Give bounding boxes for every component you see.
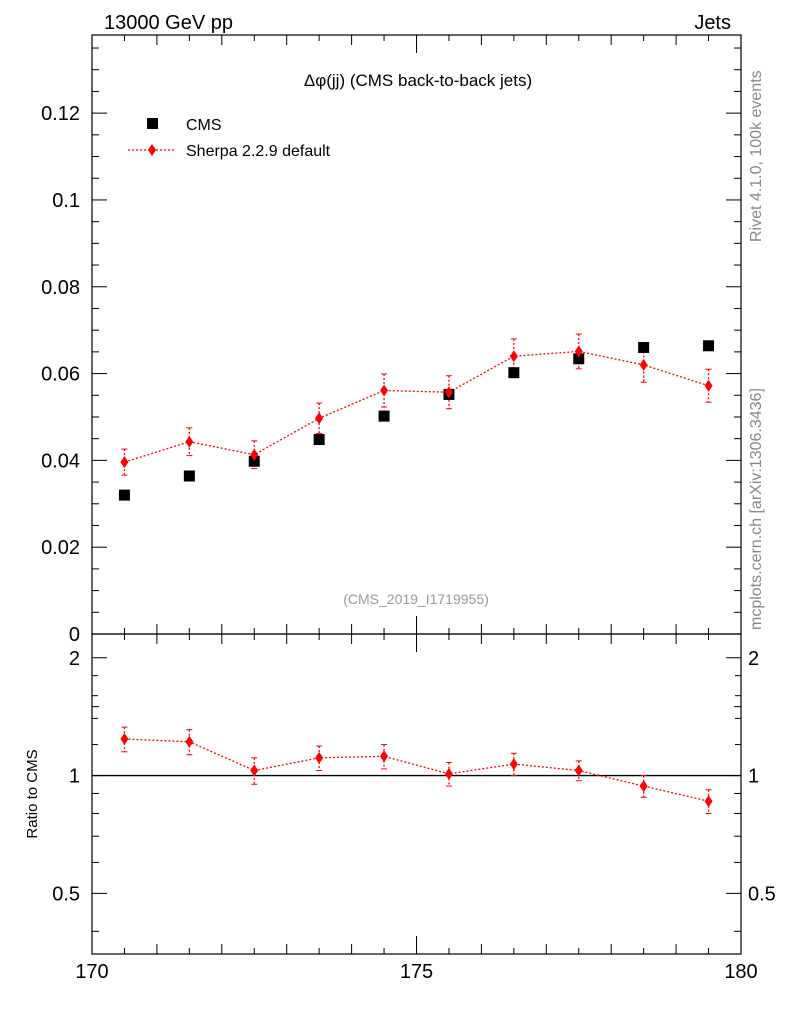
legend-sherpa-marker xyxy=(148,144,156,156)
cms-data-point xyxy=(638,342,650,354)
ratio-sherpa-line xyxy=(124,738,709,802)
ratio-y-tick-label-left: 0.5 xyxy=(52,883,80,905)
ratio-data-point xyxy=(380,750,389,763)
legend-cms-label: CMS xyxy=(186,117,222,134)
ratio-y-tick-label-left: 2 xyxy=(69,648,80,670)
ratio-panel-frame xyxy=(91,633,742,955)
sherpa-data-point xyxy=(380,384,389,397)
ratio-data-point xyxy=(250,764,259,777)
ratio-data-point xyxy=(120,733,129,746)
sherpa-data-point xyxy=(444,386,453,399)
ratio-data-point xyxy=(315,751,324,764)
main-axis-ticks xyxy=(91,35,742,635)
cms-data-point xyxy=(118,489,130,501)
source-label: mcplots.cern.ch [arXiv:1306.3436] xyxy=(748,388,765,630)
cms-data-point xyxy=(703,340,715,352)
ratio-axis-ticks xyxy=(91,634,742,954)
x-tick-labels: 170 175 180 xyxy=(75,961,757,983)
analysis-watermark: (CMS_2019_I1719955) xyxy=(343,591,489,607)
process-label: Jets xyxy=(694,12,731,34)
ratio-data-series xyxy=(92,726,741,814)
ratio-y-tick-label-right: 2 xyxy=(748,648,759,670)
cms-data-point xyxy=(573,353,585,365)
main-y-tick-label: 0.06 xyxy=(41,364,80,386)
cms-data-point xyxy=(508,367,520,379)
legend-cms-marker xyxy=(147,118,158,129)
cms-data-point xyxy=(183,470,195,482)
cms-data-point xyxy=(378,410,390,422)
main-plot-title: Δφ(jj) (CMS back-to-back jets) xyxy=(304,71,532,90)
main-y-tick-label: 0.04 xyxy=(41,450,80,472)
main-y-tick-labels: 0 0.02 0.04 0.06 0.08 0.1 0.12 xyxy=(41,103,80,646)
sherpa-data-point xyxy=(250,448,259,461)
sherpa-data-point xyxy=(509,350,518,363)
sherpa-data-point xyxy=(315,412,324,425)
ratio-y-tick-label-right: 1 xyxy=(748,766,759,788)
main-data-series xyxy=(118,333,715,501)
ratio-y-tick-labels: 0.5 0.5 1 1 2 2 xyxy=(52,648,776,906)
main-y-tick-label: 0.02 xyxy=(41,537,80,559)
ratio-data-point xyxy=(444,767,453,780)
sherpa-line xyxy=(124,350,709,463)
ratio-data-point xyxy=(639,780,648,793)
main-y-tick-label: 0.08 xyxy=(41,277,80,299)
ratio-y-axis-label: Ratio to CMS xyxy=(24,749,41,838)
ratio-data-point xyxy=(704,795,713,808)
x-tick-label: 175 xyxy=(400,961,433,983)
sherpa-data-point xyxy=(639,358,648,371)
sherpa-data-point xyxy=(120,456,129,469)
ratio-data-point xyxy=(574,764,583,777)
energy-label: 13000 GeV pp xyxy=(104,12,233,34)
x-tick-label: 180 xyxy=(724,961,757,983)
x-tick-label: 170 xyxy=(75,961,108,983)
cms-data-point xyxy=(313,434,325,446)
legend-sherpa-label: Sherpa 2.2.9 default xyxy=(186,143,331,160)
main-y-tick-label: 0 xyxy=(69,624,80,646)
cms-data-point xyxy=(248,455,260,467)
ratio-data-point xyxy=(509,758,518,771)
sherpa-data-point xyxy=(704,379,713,392)
legend: CMS Sherpa 2.2.9 default xyxy=(128,117,331,160)
sherpa-data-point xyxy=(574,345,583,358)
ratio-y-tick-label-right: 0.5 xyxy=(748,883,776,905)
ratio-y-tick-label-left: 1 xyxy=(69,766,80,788)
ratio-data-point xyxy=(185,735,194,748)
rivet-version-label: Rivet 4.1.0, 100k events xyxy=(748,70,765,242)
main-y-tick-label: 0.1 xyxy=(52,190,80,212)
main-y-tick-label: 0.12 xyxy=(41,103,80,125)
sherpa-data-point xyxy=(185,435,194,448)
